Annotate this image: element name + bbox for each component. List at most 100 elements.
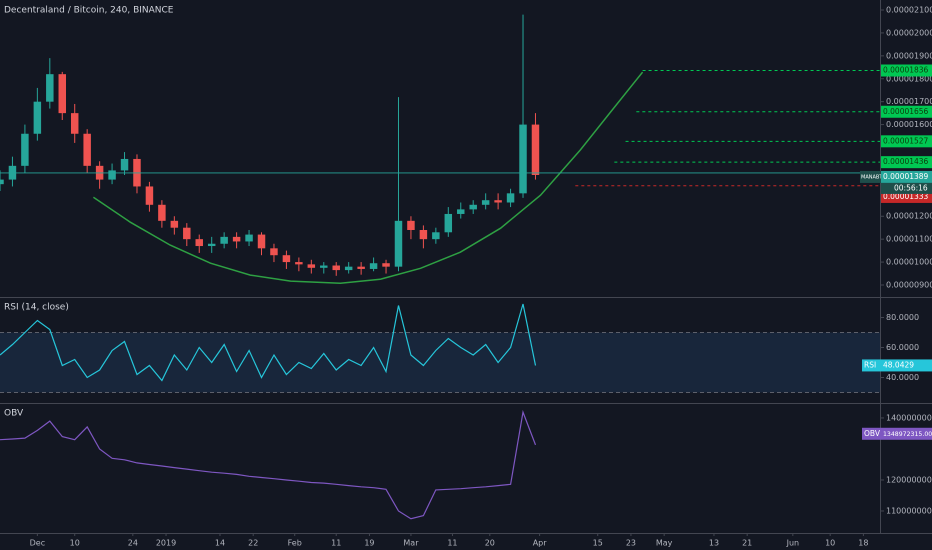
candle-body [469, 204, 477, 210]
level-tag: 0.00001656 [883, 107, 929, 116]
y-tick-label: 1400000000.0000 [886, 413, 932, 422]
indicator-line [0, 409, 537, 520]
y-tick-label: 1100000000.0000 [886, 506, 932, 515]
level-tag-bg [881, 105, 932, 118]
y-tick-label: 0.00002100 [886, 6, 932, 15]
y-tick-label: 0.00001100 [886, 235, 932, 244]
x-tick-label: 2019 [156, 539, 176, 548]
candle-body [21, 133, 29, 166]
candle-body [282, 255, 291, 263]
candle-body [83, 133, 91, 166]
candle-body [170, 220, 179, 228]
candle-body [307, 264, 316, 268]
x-tick-label: 20 [485, 539, 495, 548]
x-tick-label: 15 [593, 539, 603, 548]
candle-body [270, 248, 278, 256]
candle-body [382, 263, 390, 267]
candle-body [320, 265, 328, 268]
candle-body [457, 209, 465, 214]
y-tick-label: 0.00002000 [886, 28, 932, 37]
countdown: 00:56:16 [894, 183, 928, 192]
x-tick-label: Feb [288, 539, 302, 548]
last-value-tag-bg [881, 359, 932, 372]
last-name-bg [862, 427, 881, 440]
x-tick-label: 22 [248, 539, 258, 548]
candle-body [220, 236, 228, 244]
candle-body [158, 204, 166, 221]
candle-body [444, 213, 453, 233]
chart-title: Decentraland / Bitcoin, 240, BINANCE [4, 6, 174, 16]
last-name-bg [860, 170, 881, 183]
candle-body [332, 265, 340, 271]
candle-body [33, 101, 42, 134]
last-value-tag: 1348972315.0000 [883, 431, 932, 438]
candle-body [369, 263, 378, 269]
candle-body [232, 236, 241, 242]
candle-body [506, 193, 515, 203]
y-tick-label: 80.0000 [886, 313, 919, 322]
y-tick-label: 0.00001600 [886, 120, 932, 129]
x-tick-label: 11 [331, 539, 341, 548]
candle-body [46, 74, 54, 102]
candle-body [357, 266, 365, 269]
last-value-tag-bg [881, 427, 932, 440]
candle-body [183, 227, 191, 240]
candle-body [58, 74, 66, 114]
x-tick-label: Dec [30, 539, 45, 548]
y-tick-label: 0.00001700 [886, 97, 932, 106]
x-tick-label: 14 [215, 539, 225, 548]
indicator-line [0, 303, 537, 382]
level-tag: 0.00001527 [883, 136, 929, 145]
y-tick-label: 60.0000 [886, 343, 919, 352]
level-tag: 0.00001436 [883, 157, 929, 166]
y-tick-label: 40.0000 [886, 373, 919, 382]
candle-body [344, 266, 353, 271]
y-tick-label: 0.00001800 [886, 74, 932, 83]
last-name: MANABTC [861, 174, 886, 180]
candle-body [432, 232, 440, 240]
last-name-bg [862, 359, 881, 372]
x-tick-label: 10 [70, 539, 80, 548]
obv-title: OBV [4, 409, 24, 419]
x-tick-label: Jun [786, 539, 800, 548]
level-tag-bg [881, 64, 932, 77]
x-tick-label: 19 [364, 539, 374, 548]
rsi-title: RSI (14, close) [4, 303, 69, 313]
candle-body [519, 124, 527, 194]
y-tick-label: 0.00001200 [886, 212, 932, 221]
candle-body [0, 179, 4, 185]
y-tick-label: 0.00001000 [886, 258, 932, 267]
candle-body [257, 234, 266, 249]
candle-body [481, 200, 490, 205]
x-tick-label: Apr [533, 539, 548, 548]
candle-body [394, 220, 403, 267]
candle-body [120, 158, 129, 171]
level-tag: 0.00001333 [883, 192, 929, 201]
candle-body [207, 243, 216, 247]
x-tick-label: 21 [742, 539, 752, 548]
cup-curve [92, 71, 644, 284]
y-tick-label: 0.00000900 [886, 280, 932, 289]
rsi-band-fill [0, 332, 880, 393]
candle-body [145, 186, 154, 205]
y-tick-label: 1200000000.0000 [886, 475, 932, 484]
candle-body [419, 229, 428, 240]
candle-body [108, 170, 116, 180]
countdown-bg [881, 182, 932, 194]
level-tag-bg [881, 135, 932, 148]
x-tick-label: 13 [709, 539, 719, 548]
last-name: RSI [864, 360, 876, 369]
candle-body [531, 124, 540, 176]
y-tick-label: 0.00001900 [886, 51, 932, 60]
x-tick-label: 18 [858, 539, 868, 548]
candle-body [494, 200, 502, 203]
candle-body [195, 239, 203, 247]
level-tag: 0.00001836 [883, 66, 929, 75]
last-price-tag: 0.00001389 [883, 172, 929, 181]
x-tick-label: 10 [825, 539, 835, 548]
last-name: OBV [864, 429, 881, 438]
x-tick-label: 23 [626, 539, 636, 548]
